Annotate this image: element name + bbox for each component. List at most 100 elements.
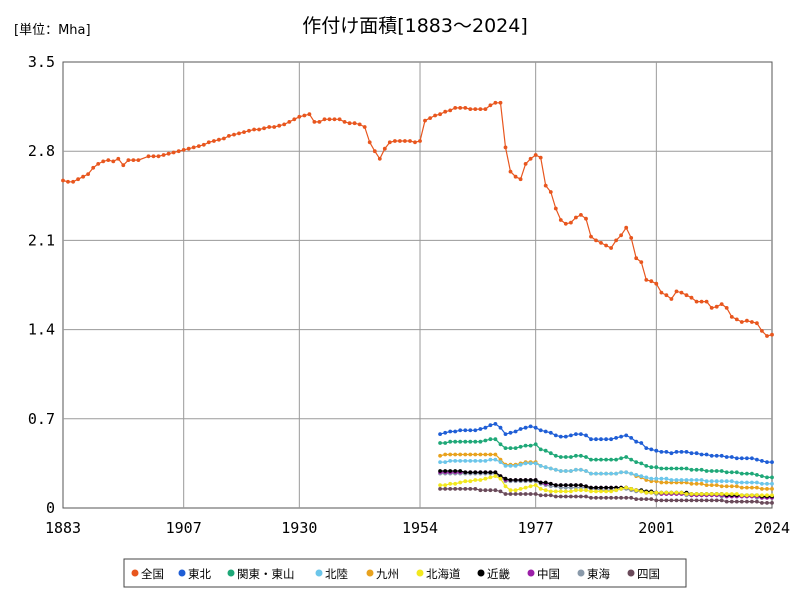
data-point: [659, 466, 664, 471]
data-point: [739, 480, 744, 485]
x-tick-label: 1883: [45, 519, 81, 537]
data-point: [679, 490, 684, 495]
data-point: [543, 429, 548, 434]
legend-label: 近畿: [487, 567, 510, 581]
data-point: [468, 439, 473, 444]
data-point: [463, 452, 468, 457]
data-point: [584, 488, 588, 493]
data-point: [745, 499, 749, 504]
data-point: [408, 139, 412, 143]
data-point: [523, 162, 528, 166]
data-point: [714, 492, 719, 496]
data-point: [493, 457, 498, 462]
data-point: [111, 159, 116, 164]
data-point: [493, 100, 498, 105]
data-point: [719, 469, 724, 473]
data-point: [579, 467, 583, 472]
data-point: [704, 469, 709, 473]
data-point: [538, 487, 543, 491]
data-point: [624, 485, 629, 490]
data-point: [755, 480, 759, 485]
data-point: [438, 441, 442, 445]
data-point: [719, 302, 724, 306]
data-point: [644, 478, 649, 482]
data-point: [714, 453, 719, 458]
data-point: [528, 156, 533, 161]
data-point: [161, 153, 166, 157]
data-point: [760, 493, 764, 498]
data-point: [438, 453, 442, 458]
data-point: [312, 120, 317, 124]
data-point: [569, 489, 573, 494]
data-point: [503, 432, 508, 436]
data-point: [760, 459, 764, 463]
data-point: [553, 494, 558, 499]
data-point: [714, 483, 719, 487]
data-point: [483, 452, 488, 457]
data-point: [458, 452, 463, 457]
data-point: [724, 484, 729, 489]
data-point: [624, 225, 629, 230]
data-point: [739, 485, 744, 490]
data-point: [453, 439, 458, 444]
data-point: [684, 293, 689, 298]
data-point: [493, 422, 498, 426]
data-point: [729, 470, 734, 475]
data-point: [473, 487, 478, 491]
data-point: [684, 478, 689, 482]
x-tick-label: 1977: [518, 519, 554, 537]
data-point: [629, 471, 634, 476]
data-point: [674, 498, 679, 503]
data-point: [322, 117, 327, 122]
data-point: [584, 484, 588, 489]
data-point: [201, 142, 206, 147]
data-point: [473, 439, 478, 444]
data-point: [548, 481, 553, 486]
data-point: [599, 471, 603, 476]
data-point: [574, 488, 578, 493]
y-tick-label: 2.1: [28, 231, 55, 249]
data-point: [297, 114, 302, 119]
data-point: [604, 471, 608, 476]
data-point: [704, 452, 709, 457]
data-point: [614, 436, 618, 440]
data-point: [654, 281, 659, 286]
data-point: [770, 481, 774, 486]
data-point: [694, 451, 699, 456]
data-point: [609, 471, 613, 476]
data-point: [448, 459, 453, 463]
data-point: [634, 473, 639, 477]
data-point: [770, 475, 774, 480]
data-point: [232, 132, 236, 137]
data-point: [619, 487, 623, 491]
data-point: [659, 480, 664, 485]
data-point: [714, 479, 719, 484]
data-point: [176, 149, 181, 154]
data-point: [659, 476, 664, 481]
data-point: [448, 439, 453, 444]
data-point: [488, 103, 493, 108]
data-point: [569, 220, 573, 225]
data-point: [739, 499, 744, 504]
data-point: [589, 457, 593, 462]
data-point: [503, 145, 508, 150]
data-point: [589, 495, 593, 500]
data-point: [719, 498, 724, 503]
legend-marker: [315, 569, 323, 577]
data-point: [448, 469, 453, 473]
data-point: [584, 433, 588, 438]
data-point: [664, 498, 669, 503]
data-point: [599, 485, 603, 490]
data-point: [86, 172, 90, 177]
data-point: [734, 317, 739, 322]
data-point: [498, 425, 503, 430]
data-point: [448, 429, 453, 434]
data-point: [473, 470, 478, 475]
legend-marker: [577, 569, 585, 577]
data-point: [548, 493, 553, 498]
data-point: [589, 437, 593, 442]
data-point: [629, 487, 634, 491]
data-point: [468, 470, 473, 475]
data-point: [483, 488, 488, 493]
series-北海道: [438, 474, 774, 498]
